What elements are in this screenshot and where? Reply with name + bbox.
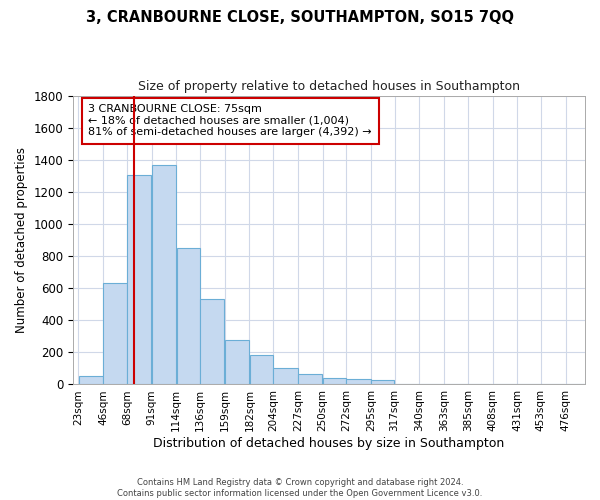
Bar [176,248,200,384]
Bar [346,379,371,384]
Bar [103,282,127,384]
Text: Contains HM Land Registry data © Crown copyright and database right 2024.
Contai: Contains HM Land Registry data © Crown c… [118,478,482,498]
Text: 3 CRANBOURNE CLOSE: 75sqm
← 18% of detached houses are smaller (1,004)
81% of se: 3 CRANBOURNE CLOSE: 75sqm ← 18% of detac… [88,104,372,138]
Bar [298,374,322,384]
Bar [371,380,394,384]
Bar [200,300,224,384]
Bar [152,164,176,384]
Bar [274,368,298,384]
Y-axis label: Number of detached properties: Number of detached properties [15,147,28,333]
Bar [79,376,103,384]
Bar [323,378,346,384]
X-axis label: Distribution of detached houses by size in Southampton: Distribution of detached houses by size … [154,437,505,450]
Bar [127,175,151,384]
Bar [225,340,249,384]
Text: 3, CRANBOURNE CLOSE, SOUTHAMPTON, SO15 7QQ: 3, CRANBOURNE CLOSE, SOUTHAMPTON, SO15 7… [86,10,514,25]
Title: Size of property relative to detached houses in Southampton: Size of property relative to detached ho… [138,80,520,93]
Bar [250,355,273,384]
